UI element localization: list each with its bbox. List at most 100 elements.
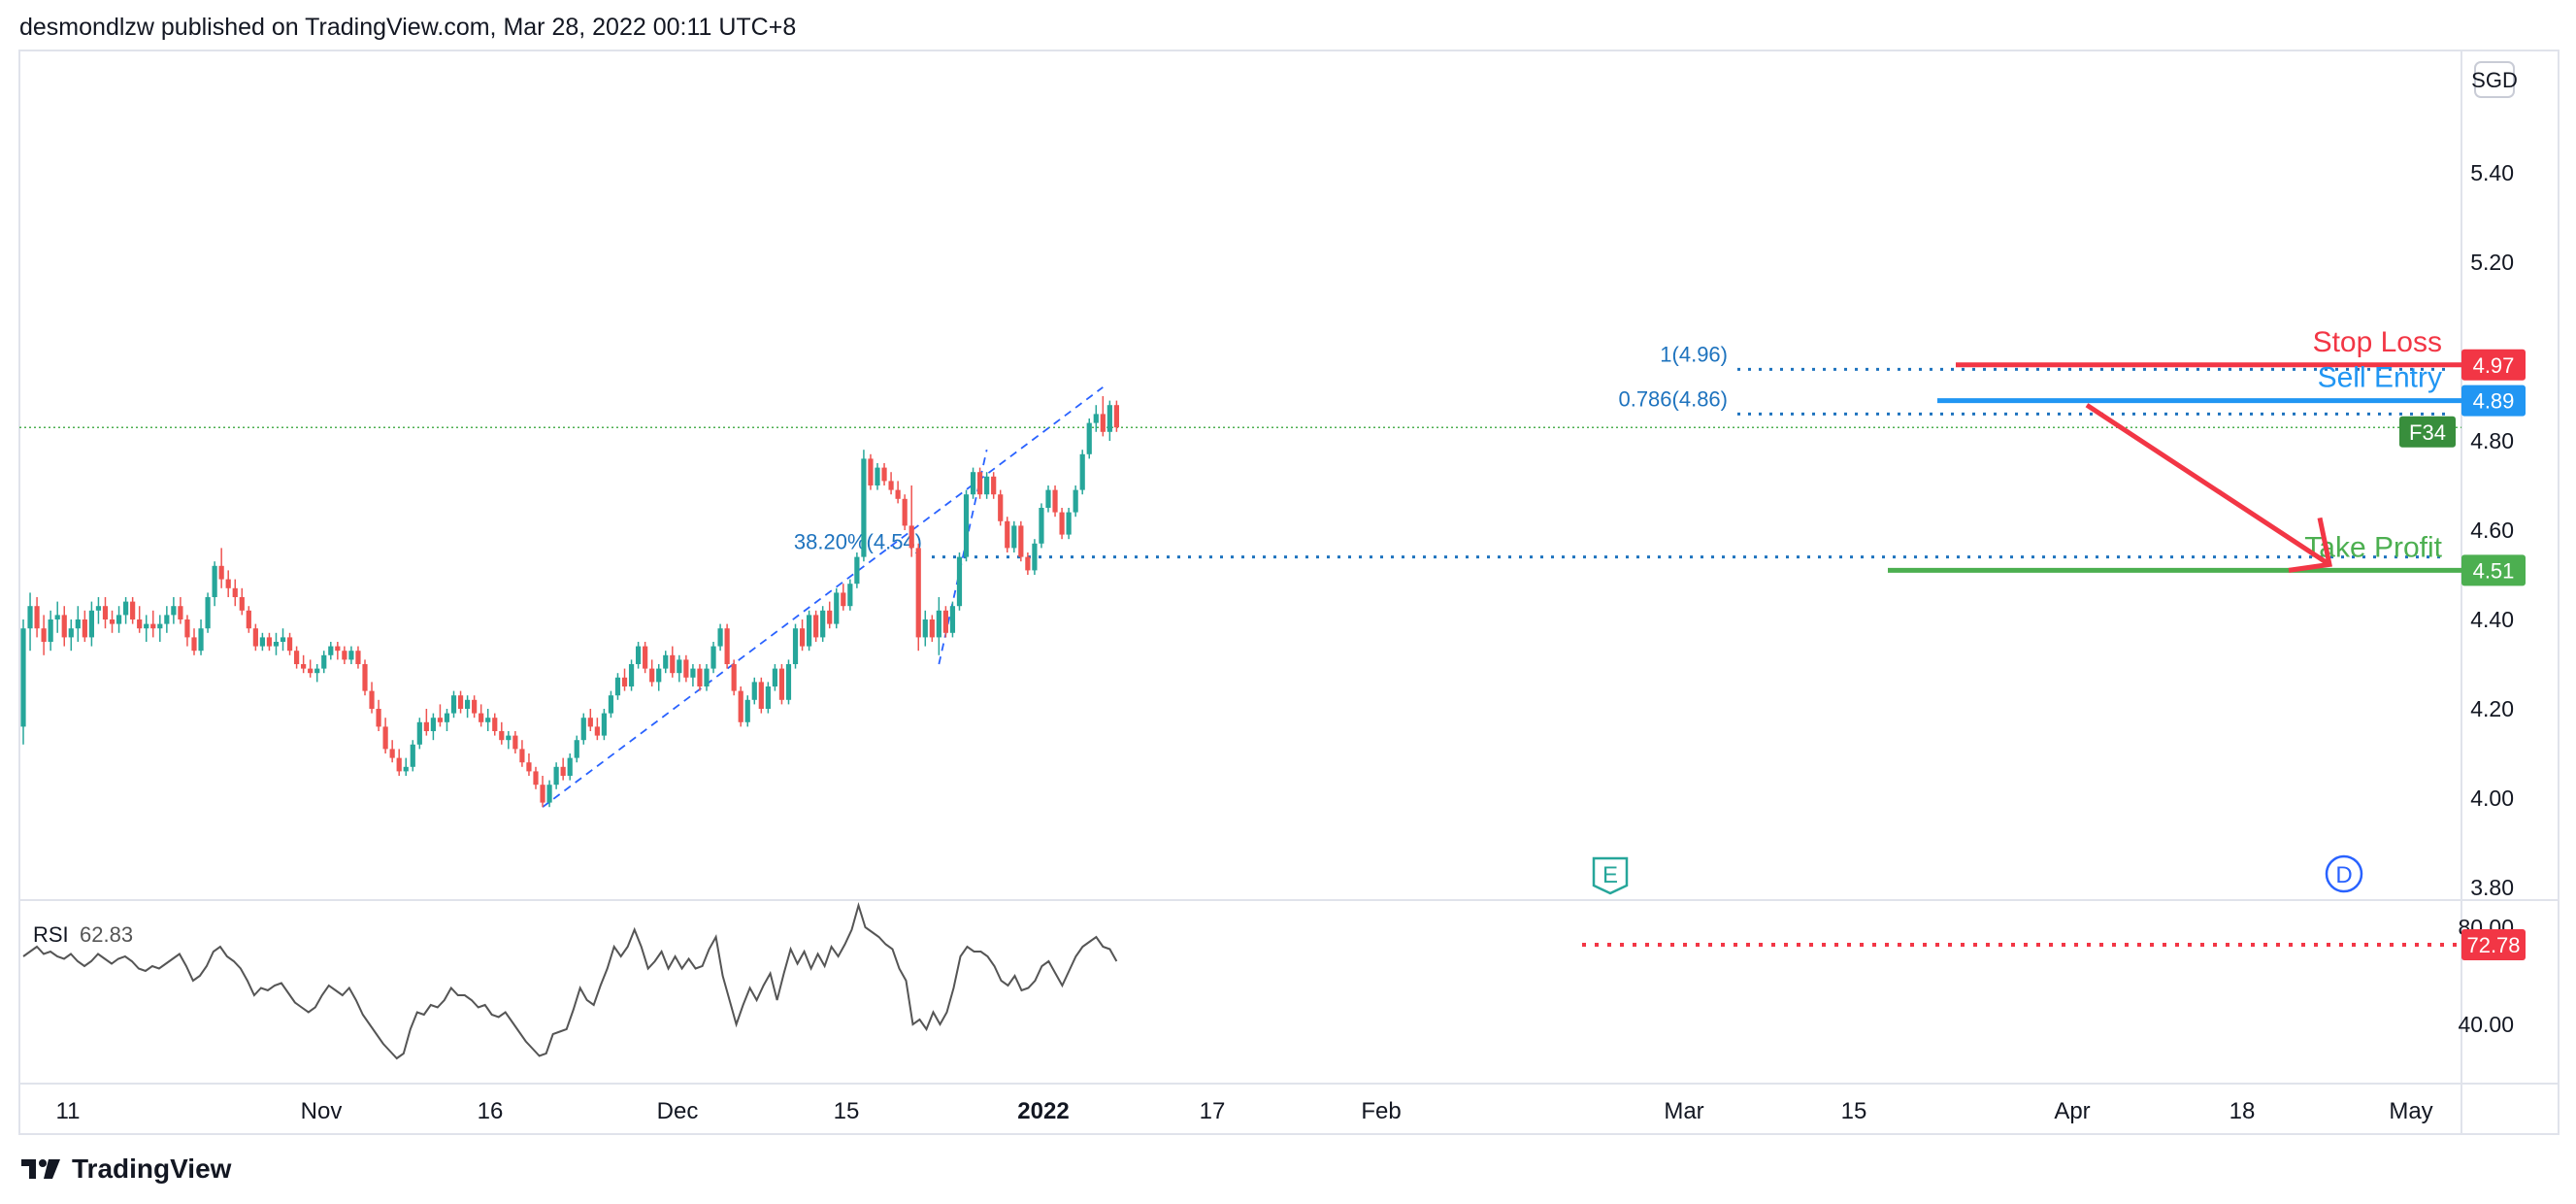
candle-body-132 — [922, 619, 928, 638]
candle-body-50 — [362, 664, 368, 691]
candle-body-14 — [116, 615, 122, 624]
price-label-3: 4.51 — [2473, 558, 2515, 583]
rsi-level-label-bg — [2461, 929, 2526, 961]
candle-125 — [875, 463, 880, 490]
price-tick-5: 4.20 — [2470, 696, 2514, 721]
candle-94 — [663, 651, 669, 674]
candle-50 — [362, 659, 368, 696]
candle-144 — [1005, 517, 1010, 552]
candle-130 — [908, 485, 914, 557]
candle-body-24 — [184, 619, 190, 638]
candle-80 — [567, 753, 573, 781]
candle-body-8 — [75, 619, 81, 629]
candle-137 — [956, 552, 963, 611]
candle-body-40 — [294, 651, 300, 664]
candle-body-64 — [457, 695, 464, 709]
price-tick-2: 4.80 — [2470, 428, 2514, 453]
candle-73 — [519, 740, 525, 767]
candle-2 — [34, 597, 40, 638]
arrow-shaft[interactable] — [2085, 403, 2331, 567]
candle-41 — [301, 654, 307, 674]
rsi-level-label: 72.78 — [2461, 929, 2526, 961]
candle-68 — [485, 709, 491, 731]
candle-104 — [731, 659, 737, 696]
candle-body-43 — [314, 668, 320, 674]
candle-body-77 — [546, 785, 552, 803]
candle-10 — [88, 601, 94, 647]
candle-5 — [54, 601, 60, 633]
candle-body-120 — [841, 592, 846, 607]
projection-arrow[interactable] — [2085, 403, 2332, 573]
trend-line-0[interactable] — [542, 386, 1104, 808]
candle-160 — [1113, 400, 1119, 432]
candle-147 — [1025, 552, 1031, 575]
dividend-event-marker[interactable]: D — [2325, 854, 2363, 893]
candle-32 — [239, 587, 245, 616]
candle-122 — [854, 552, 860, 588]
candle-96 — [677, 654, 682, 683]
earnings-event-marker[interactable]: E — [1592, 856, 1629, 895]
candle-37 — [273, 632, 280, 655]
candle-47 — [342, 646, 347, 664]
candle-body-72 — [512, 735, 518, 750]
candle-25 — [191, 628, 197, 655]
candle-98 — [690, 664, 696, 686]
candle-136 — [949, 601, 956, 638]
candle-70 — [499, 721, 505, 745]
candle-129 — [902, 494, 908, 530]
candle-110 — [772, 664, 777, 691]
candle-56 — [403, 757, 409, 776]
price-label-bg-3 — [2461, 554, 2526, 586]
candle-body-18 — [144, 623, 149, 629]
candle-69 — [492, 713, 498, 736]
price-tick-0: 5.40 — [2470, 160, 2514, 185]
candle-103 — [724, 623, 730, 669]
candle-54 — [389, 740, 395, 763]
candle-body-31 — [232, 587, 238, 597]
candle-111 — [778, 664, 785, 705]
candle-89 — [628, 659, 635, 691]
price-tick-1: 5.20 — [2470, 250, 2514, 275]
candle-23 — [178, 597, 183, 624]
candle-body-139 — [970, 472, 976, 495]
trend-lines[interactable] — [542, 386, 1104, 808]
candle-52 — [376, 699, 381, 731]
candle-148 — [1032, 539, 1038, 575]
candle-body-131 — [915, 548, 921, 638]
candle-74 — [526, 753, 532, 776]
candle-72 — [512, 731, 518, 753]
candle-3 — [41, 615, 47, 655]
candle-30 — [225, 570, 231, 597]
arrow-head[interactable] — [2288, 517, 2332, 573]
candle-body-19 — [150, 623, 156, 629]
candle-body-3 — [41, 628, 47, 642]
candle-body-78 — [553, 766, 559, 786]
tradingview-brand: TradingView — [72, 1154, 232, 1184]
candle-16 — [130, 597, 136, 624]
candle-body-51 — [369, 690, 375, 709]
candle-8 — [75, 606, 81, 642]
candle-body-65 — [465, 699, 471, 709]
currency-badge[interactable] — [2474, 61, 2515, 98]
rsi-value: 62.83 — [80, 922, 133, 947]
candle-body-20 — [157, 623, 163, 629]
candle-46 — [335, 642, 341, 660]
candle-76 — [540, 776, 545, 808]
candle-153 — [1066, 508, 1072, 540]
candle-12 — [102, 597, 109, 629]
candle-body-147 — [1025, 556, 1031, 571]
candle-body-63 — [450, 695, 457, 714]
candle-90 — [636, 642, 642, 669]
candle-84 — [594, 718, 600, 741]
candle-11 — [95, 597, 102, 624]
candle-38 — [280, 628, 286, 652]
candle-body-103 — [724, 628, 730, 664]
candle-body-61 — [437, 718, 444, 722]
fibonacci-retracement[interactable]: 1(4.96) 0.786(4.86) 38.20%(4.54) — [794, 342, 2446, 559]
candle-body-88 — [621, 677, 628, 686]
time-label-4: 15 — [834, 1098, 860, 1124]
candle-115 — [807, 610, 812, 652]
candle-88 — [621, 668, 628, 691]
